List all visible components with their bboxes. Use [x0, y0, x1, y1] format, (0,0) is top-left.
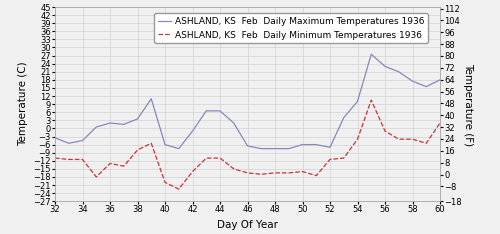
ASHLAND, KS  Feb  Daily Minimum Temperatures 1936	[148, 142, 154, 145]
Line: ASHLAND, KS  Feb  Daily Minimum Temperatures 1936: ASHLAND, KS Feb Daily Minimum Temperatur…	[55, 100, 440, 189]
X-axis label: Day Of Year: Day Of Year	[217, 220, 278, 230]
ASHLAND, KS  Feb  Daily Maximum Temperatures 1936	[244, 145, 250, 147]
ASHLAND, KS  Feb  Daily Maximum Temperatures 1936	[382, 65, 388, 68]
ASHLAND, KS  Feb  Daily Maximum Temperatures 1936	[217, 110, 223, 112]
ASHLAND, KS  Feb  Daily Maximum Temperatures 1936	[176, 147, 182, 150]
ASHLAND, KS  Feb  Daily Maximum Temperatures 1936	[107, 122, 113, 124]
ASHLAND, KS  Feb  Daily Minimum Temperatures 1936	[134, 149, 140, 151]
ASHLAND, KS  Feb  Daily Maximum Temperatures 1936	[162, 143, 168, 146]
ASHLAND, KS  Feb  Daily Minimum Temperatures 1936	[52, 157, 58, 160]
ASHLAND, KS  Feb  Daily Minimum Temperatures 1936	[313, 174, 320, 177]
ASHLAND, KS  Feb  Daily Minimum Temperatures 1936	[80, 158, 86, 161]
ASHLAND, KS  Feb  Daily Minimum Temperatures 1936	[423, 142, 429, 145]
ASHLAND, KS  Feb  Daily Minimum Temperatures 1936	[410, 138, 416, 141]
Line: ASHLAND, KS  Feb  Daily Maximum Temperatures 1936: ASHLAND, KS Feb Daily Maximum Temperatur…	[55, 54, 440, 149]
ASHLAND, KS  Feb  Daily Minimum Temperatures 1936	[203, 157, 209, 160]
ASHLAND, KS  Feb  Daily Minimum Temperatures 1936	[286, 172, 292, 174]
ASHLAND, KS  Feb  Daily Maximum Temperatures 1936	[396, 70, 402, 73]
ASHLAND, KS  Feb  Daily Maximum Temperatures 1936	[52, 136, 58, 139]
ASHLAND, KS  Feb  Daily Maximum Temperatures 1936	[134, 117, 140, 120]
ASHLAND, KS  Feb  Daily Minimum Temperatures 1936	[231, 168, 237, 170]
ASHLAND, KS  Feb  Daily Maximum Temperatures 1936	[410, 80, 416, 83]
ASHLAND, KS  Feb  Daily Maximum Temperatures 1936	[258, 147, 264, 150]
ASHLAND, KS  Feb  Daily Maximum Temperatures 1936	[341, 116, 347, 119]
ASHLAND, KS  Feb  Daily Minimum Temperatures 1936	[341, 157, 347, 160]
ASHLAND, KS  Feb  Daily Maximum Temperatures 1936	[80, 139, 86, 142]
ASHLAND, KS  Feb  Daily Minimum Temperatures 1936	[162, 181, 168, 184]
ASHLAND, KS  Feb  Daily Minimum Temperatures 1936	[258, 173, 264, 176]
ASHLAND, KS  Feb  Daily Minimum Temperatures 1936	[66, 158, 72, 161]
ASHLAND, KS  Feb  Daily Minimum Temperatures 1936	[121, 165, 127, 168]
ASHLAND, KS  Feb  Daily Maximum Temperatures 1936	[300, 143, 306, 146]
ASHLAND, KS  Feb  Daily Minimum Temperatures 1936	[176, 188, 182, 190]
ASHLAND, KS  Feb  Daily Minimum Temperatures 1936	[190, 170, 196, 173]
ASHLAND, KS  Feb  Daily Maximum Temperatures 1936	[423, 85, 429, 88]
ASHLAND, KS  Feb  Daily Maximum Temperatures 1936	[93, 126, 99, 128]
ASHLAND, KS  Feb  Daily Maximum Temperatures 1936	[231, 122, 237, 124]
ASHLAND, KS  Feb  Daily Minimum Temperatures 1936	[368, 99, 374, 102]
ASHLAND, KS  Feb  Daily Maximum Temperatures 1936	[437, 78, 443, 81]
ASHLAND, KS  Feb  Daily Minimum Temperatures 1936	[382, 130, 388, 132]
ASHLAND, KS  Feb  Daily Minimum Temperatures 1936	[437, 122, 443, 124]
ASHLAND, KS  Feb  Daily Maximum Temperatures 1936	[121, 123, 127, 126]
ASHLAND, KS  Feb  Daily Minimum Temperatures 1936	[217, 157, 223, 160]
ASHLAND, KS  Feb  Daily Minimum Temperatures 1936	[300, 170, 306, 173]
ASHLAND, KS  Feb  Daily Maximum Temperatures 1936	[148, 97, 154, 100]
ASHLAND, KS  Feb  Daily Minimum Temperatures 1936	[244, 172, 250, 174]
ASHLAND, KS  Feb  Daily Maximum Temperatures 1936	[286, 147, 292, 150]
Legend: ASHLAND, KS  Feb  Daily Maximum Temperatures 1936, ASHLAND, KS  Feb  Daily Minim: ASHLAND, KS Feb Daily Maximum Temperatur…	[154, 14, 428, 43]
ASHLAND, KS  Feb  Daily Minimum Temperatures 1936	[396, 138, 402, 141]
ASHLAND, KS  Feb  Daily Maximum Temperatures 1936	[368, 53, 374, 56]
Y-axis label: Temperature (C): Temperature (C)	[18, 62, 28, 146]
ASHLAND, KS  Feb  Daily Minimum Temperatures 1936	[107, 162, 113, 165]
ASHLAND, KS  Feb  Daily Minimum Temperatures 1936	[327, 158, 333, 161]
ASHLAND, KS  Feb  Daily Maximum Temperatures 1936	[190, 130, 196, 132]
ASHLAND, KS  Feb  Daily Maximum Temperatures 1936	[354, 100, 360, 103]
ASHLAND, KS  Feb  Daily Maximum Temperatures 1936	[313, 143, 320, 146]
ASHLAND, KS  Feb  Daily Minimum Temperatures 1936	[354, 138, 360, 141]
ASHLAND, KS  Feb  Daily Minimum Temperatures 1936	[93, 176, 99, 178]
Y-axis label: Temperature (F): Temperature (F)	[463, 62, 473, 146]
ASHLAND, KS  Feb  Daily Maximum Temperatures 1936	[203, 110, 209, 112]
ASHLAND, KS  Feb  Daily Minimum Temperatures 1936	[272, 172, 278, 174]
ASHLAND, KS  Feb  Daily Maximum Temperatures 1936	[272, 147, 278, 150]
ASHLAND, KS  Feb  Daily Maximum Temperatures 1936	[327, 146, 333, 149]
ASHLAND, KS  Feb  Daily Maximum Temperatures 1936	[66, 142, 72, 145]
